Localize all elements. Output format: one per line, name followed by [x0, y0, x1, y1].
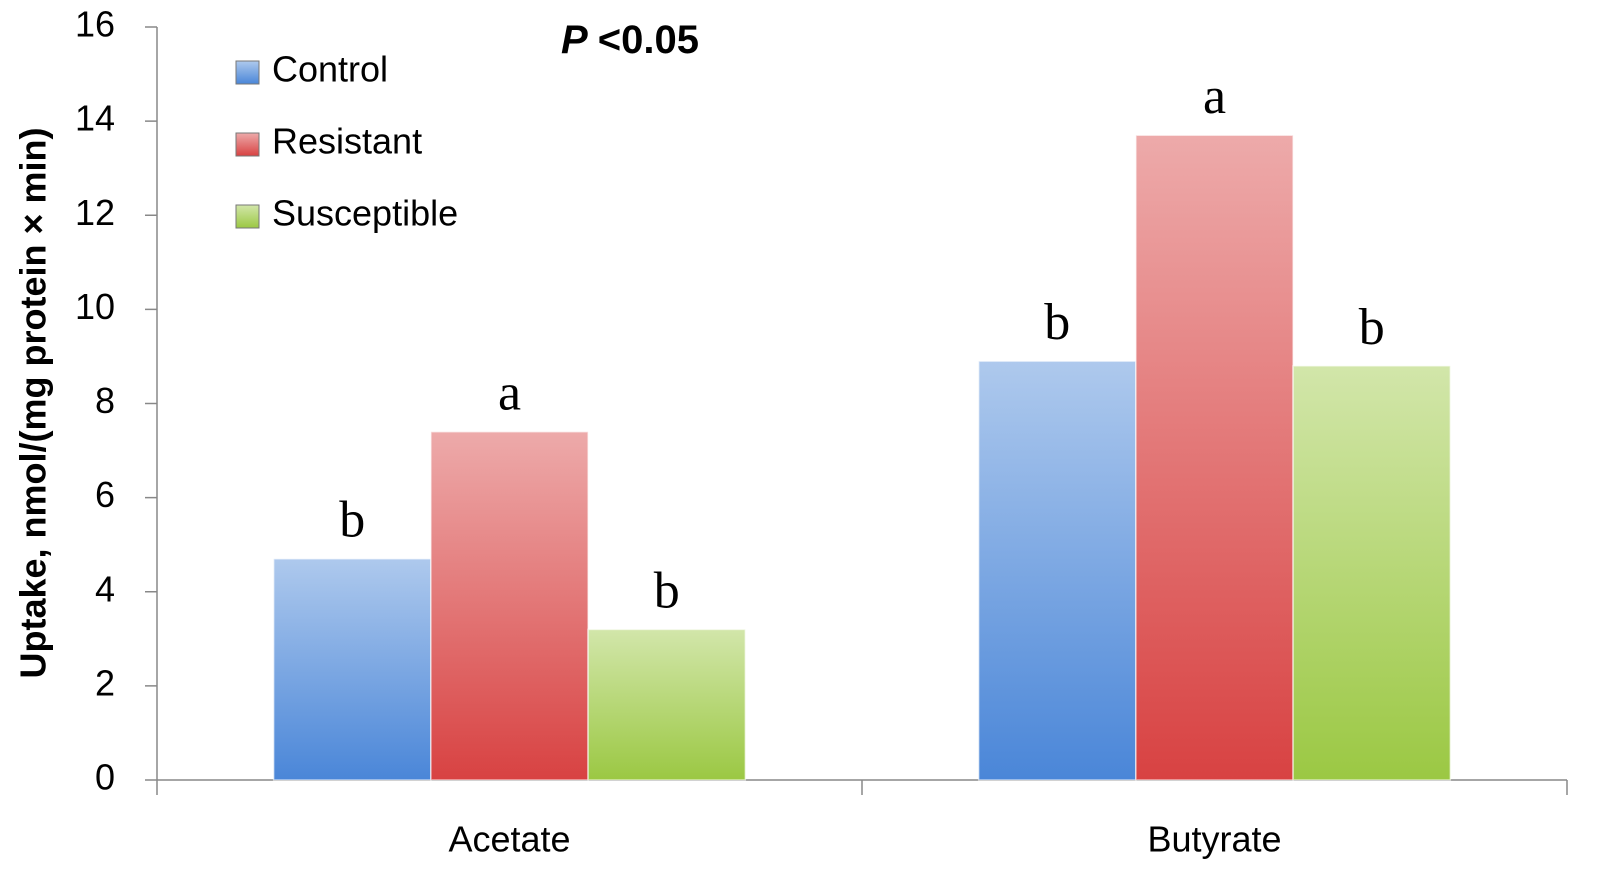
legend-swatch	[235, 60, 260, 85]
p-symbol: P	[561, 18, 588, 62]
bar	[430, 430, 589, 781]
bar	[977, 360, 1137, 781]
p-text: <0.05	[598, 18, 699, 62]
legend-swatch	[235, 132, 260, 157]
bar-letter: b	[1359, 299, 1385, 356]
y-tick-label: 0	[95, 757, 115, 798]
x-tick-label: Acetate	[448, 819, 570, 860]
bar	[272, 558, 432, 781]
bar	[587, 628, 747, 781]
bar-letter: b	[1044, 294, 1070, 351]
y-tick-label: 4	[95, 568, 115, 609]
y-tick-label: 12	[75, 192, 115, 233]
y-tick-label: 16	[75, 4, 115, 45]
bar-letter: a	[498, 365, 521, 422]
significance: P <0.05	[561, 18, 699, 62]
x-tick-label: Butyrate	[1147, 819, 1281, 860]
legend-label: Control	[272, 49, 388, 90]
y-tick-label: 6	[95, 474, 115, 515]
y-tick-label: 8	[95, 380, 115, 421]
bar-letter: b	[339, 492, 365, 549]
bar-letter: b	[654, 562, 680, 619]
y-tick-label: 10	[75, 286, 115, 327]
bar-letter: a	[1203, 68, 1226, 125]
y-axis-label: Uptake, nmol/(mg protein × min)	[13, 127, 54, 678]
legend-label: Resistant	[272, 121, 422, 162]
bar	[1292, 365, 1452, 781]
y-tick-label: 14	[75, 98, 115, 139]
legend-label: Susceptible	[272, 193, 458, 234]
y-tick-label: 2	[95, 662, 115, 703]
legend-swatch	[235, 204, 260, 229]
bar	[1135, 134, 1294, 781]
